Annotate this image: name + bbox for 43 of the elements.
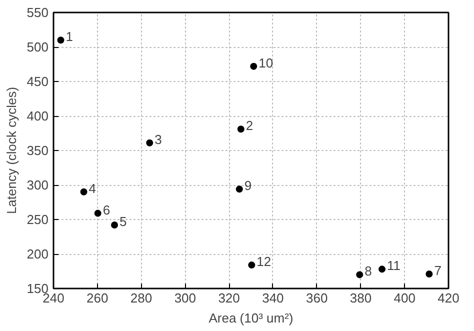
annotation: 2 (246, 118, 254, 134)
point (146, 139, 154, 146)
annotation: 5 (120, 214, 127, 230)
x-tick-label: 380 (350, 290, 372, 306)
x-tick-label: 260 (86, 290, 108, 306)
annotation: 8 (364, 264, 372, 279)
annotation: 7 (434, 263, 442, 278)
x-tick-label: 280 (130, 290, 152, 306)
annotation: 1 (66, 29, 73, 44)
y-tick-label: 450 (26, 74, 49, 89)
point (111, 222, 118, 229)
point (94, 210, 102, 217)
y-tick-label: 400 (26, 108, 49, 124)
point (236, 186, 243, 193)
y-tick-label: 350 (26, 143, 49, 158)
x-tick-label: 300 (174, 290, 196, 306)
x-tick-label: 400 (394, 290, 416, 306)
x-tick-label: 320 (218, 290, 240, 306)
y-axis-title: Latency (clock cycles) (4, 86, 19, 214)
annotation: 9 (244, 178, 252, 194)
annotation: 11 (387, 258, 401, 274)
point (250, 62, 258, 70)
point (80, 188, 88, 196)
point (426, 270, 433, 278)
annotation: 12 (256, 254, 272, 270)
y-tick-label: 500 (26, 40, 49, 54)
x-tick-label: 360 (306, 290, 328, 306)
annotation: 4 (88, 180, 96, 196)
point (248, 262, 256, 269)
x-axis-title: Area (10³ um²) (208, 310, 294, 326)
annotation: 10 (258, 55, 274, 70)
y-tick-label: 300 (26, 178, 49, 192)
x-tick-label: 340 (262, 290, 284, 306)
annotation: 3 (154, 132, 162, 147)
annotation: 6 (102, 202, 110, 218)
y-tick-label: 250 (26, 212, 49, 227)
y-tick-label: 200 (26, 246, 49, 262)
x-tick-label: 420 (438, 290, 460, 306)
point (237, 126, 244, 133)
point (57, 36, 64, 44)
y-tick-label: 550 (26, 5, 49, 20)
point (356, 271, 364, 278)
point (378, 266, 386, 273)
